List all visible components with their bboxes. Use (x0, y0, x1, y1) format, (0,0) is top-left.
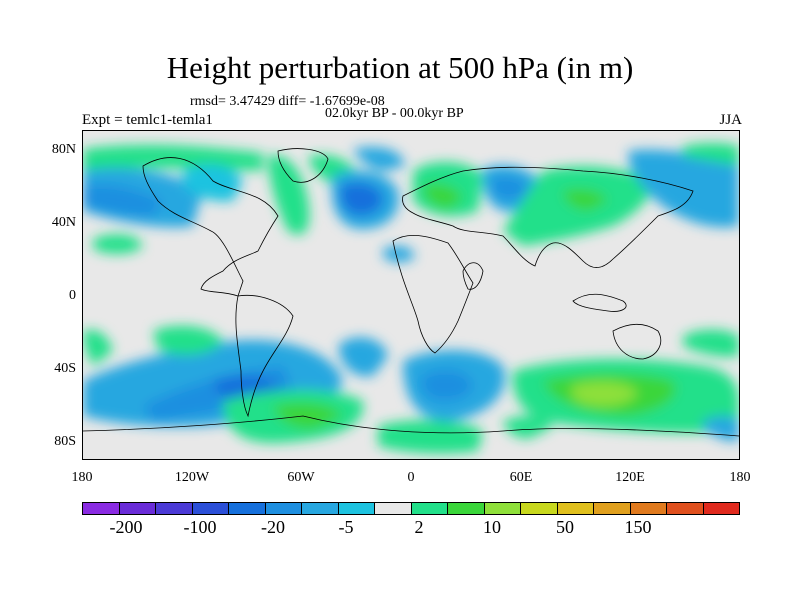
colorbar-swatch (484, 503, 521, 514)
anomaly-map (83, 131, 739, 459)
experiment-label: Expt = temlc1-temla1 (82, 112, 213, 128)
lat-label-40n: 40N (51, 215, 76, 230)
coastlines (83, 148, 739, 437)
colorbar-swatch (229, 503, 266, 514)
colorbar-label: -200 (109, 517, 143, 537)
lat-label-40s: 40S (54, 361, 76, 376)
map-panel (82, 130, 740, 460)
colorbar-label: -20 (261, 517, 285, 537)
period-text: 02.0kyr BP - 00.0kyr BP (325, 106, 464, 121)
colorbar-label: 50 (556, 517, 574, 537)
colorbar-swatch (667, 503, 704, 514)
colorbar-swatch (630, 503, 667, 514)
colorbar-swatch (594, 503, 631, 514)
lat-label-eq: 0 (69, 288, 76, 303)
colorbar-label: 2 (414, 517, 424, 537)
plot-title: Height perturbation at 500 hPa (in m) (166, 50, 634, 85)
lon-label-180e: 180 (729, 470, 751, 485)
colorbar-swatch (302, 503, 339, 514)
lat-label-80s: 80S (54, 434, 76, 449)
colorbar-swatch (338, 503, 375, 514)
colorbar-swatch (521, 503, 558, 514)
lon-label-120w: 120W (174, 470, 210, 485)
colorbar-swatch (192, 503, 229, 514)
colorbar-swatch (375, 503, 412, 514)
lat-label-80n: 80N (51, 142, 76, 157)
lon-label-60w: 60W (287, 470, 315, 485)
lon-label-120e: 120E (615, 470, 645, 485)
season-label: JJA (719, 112, 742, 128)
colorbar-swatch (703, 503, 739, 514)
colorbar-label: 10 (483, 517, 501, 537)
colorbar-label: -100 (183, 517, 217, 537)
colorbar-swatch (119, 503, 156, 514)
colorbar-swatch (83, 503, 120, 514)
colorbar (82, 502, 740, 515)
stats-text: rmsd= 3.47429 diff= -1.67699e-08 (190, 94, 385, 109)
colorbar-swatch (265, 503, 302, 514)
colorbar-swatch (411, 503, 448, 514)
anomaly-field (83, 142, 739, 454)
colorbar-swatch (557, 503, 594, 514)
colorbar-swatch (156, 503, 193, 514)
lon-label-180w: 180 (71, 470, 93, 485)
colorbar-label: 150 (624, 517, 652, 537)
colorbar-label: -5 (338, 517, 354, 537)
colorbar-swatch (448, 503, 485, 514)
lon-label-60e: 60E (509, 470, 533, 485)
lon-label-0: 0 (407, 470, 415, 485)
